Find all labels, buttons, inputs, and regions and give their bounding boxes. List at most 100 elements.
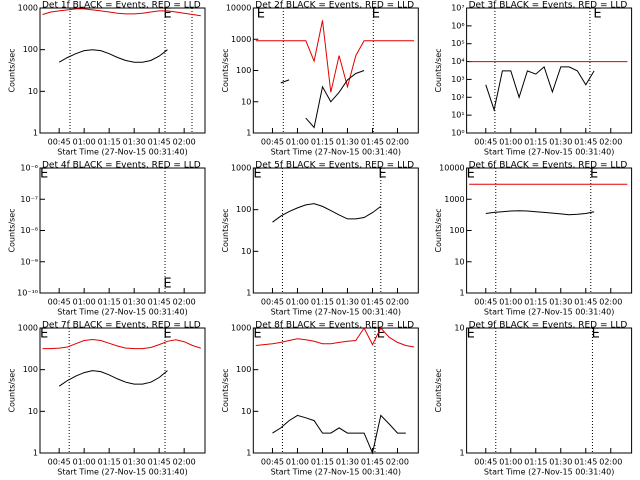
x-tick-label: 01:00	[499, 138, 522, 147]
x-tick-label: 00:45	[261, 138, 284, 147]
y-tick-label: 10²	[451, 93, 464, 102]
y-tick-label: 10⁻⁹	[20, 257, 38, 266]
plot-frame	[39, 327, 206, 454]
annotation: E	[253, 327, 261, 342]
y-tick-label: 10000	[439, 164, 464, 173]
x-axis-label: Start Time (27-Nov-15 00:31:40)	[271, 148, 401, 157]
y-tick-label: 10	[241, 407, 251, 416]
x-tick-label: 01:30	[123, 298, 146, 307]
x-tick-label: 01:15	[98, 458, 121, 467]
series-line	[42, 338, 201, 350]
y-tick-label: 10⁵	[451, 39, 464, 48]
y-axis-label: Counts/sec	[8, 48, 17, 92]
x-tick-label: 01:15	[524, 298, 547, 307]
annotation: E	[163, 327, 171, 342]
x-tick-label: 02:00	[173, 138, 196, 147]
annotation: E	[372, 7, 380, 22]
x-tick-label: 01:00	[286, 458, 309, 467]
y-tick-label: 1	[246, 289, 251, 298]
x-tick-label: 01:45	[574, 138, 597, 147]
x-tick-label: 01:00	[499, 458, 522, 467]
y-tick-label: 10000	[226, 4, 251, 13]
y-tick-label: 10	[454, 257, 464, 266]
x-axis-label: Start Time (27-Nov-15 00:31:40)	[57, 148, 187, 157]
series-line	[42, 8, 201, 17]
x-tick-label: 01:30	[123, 458, 146, 467]
x-tick-label: 02:00	[173, 458, 196, 467]
y-tick-label: 10⁶	[451, 21, 464, 30]
x-axis-label: Start Time (27-Nov-15 00:31:40)	[271, 468, 401, 477]
series-line	[255, 327, 415, 348]
x-tick-label: 01:45	[574, 458, 597, 467]
annotation: E	[467, 327, 475, 342]
annotation: E	[40, 167, 48, 182]
y-tick-label: 10⁻⁷	[20, 195, 38, 204]
chart-title: Det 8f BLACK = Events, RED = LLD	[255, 321, 414, 331]
chart-title: Det 5f BLACK = Events, RED = LLD	[255, 161, 414, 171]
y-axis-label: Counts/sec	[221, 368, 230, 412]
y-tick-label: 10⁴	[451, 57, 464, 66]
y-tick-label: 10⁻⁸	[20, 226, 38, 235]
y-tick-label: 1	[246, 449, 251, 458]
x-tick-label: 01:45	[361, 138, 384, 147]
y-tick-label: 1000	[231, 164, 251, 173]
x-tick-label: 01:15	[524, 458, 547, 467]
chart-title: Det 7f BLACK = Events, RED = LLD	[42, 321, 201, 331]
x-tick-label: 01:45	[361, 298, 384, 307]
y-tick-label: 1	[460, 449, 465, 458]
plot-frame	[466, 327, 633, 454]
y-tick-label: 100	[236, 66, 251, 75]
x-tick-label: 02:00	[173, 298, 196, 307]
x-tick-label: 02:00	[599, 298, 622, 307]
x-tick-label: 00:45	[474, 138, 497, 147]
plot-frame	[39, 7, 206, 134]
y-tick-label: 1000	[18, 324, 38, 333]
x-tick-label: 02:00	[386, 298, 409, 307]
series-line	[58, 370, 168, 387]
chart-title: Det 9f BLACK = Events, RED = LLD	[469, 321, 628, 331]
y-tick-label: 100	[23, 365, 38, 374]
annotation: E	[593, 7, 601, 22]
x-tick-label: 01:15	[311, 138, 334, 147]
annotation: E	[163, 7, 171, 22]
y-tick-label: 100	[236, 365, 251, 374]
x-axis-label: Start Time (27-Nov-15 00:31:40)	[57, 308, 187, 317]
x-tick-label: 01:00	[73, 458, 96, 467]
y-tick-label: 100	[449, 226, 464, 235]
annotation: E	[378, 167, 386, 182]
y-axis-label: Counts/sec	[221, 208, 230, 252]
y-axis-label: Counts/sec	[221, 48, 230, 92]
y-tick-label: 1000	[18, 4, 38, 13]
x-tick-label: 02:00	[599, 458, 622, 467]
y-tick-label: 1	[33, 129, 38, 138]
x-tick-label: 00:45	[48, 298, 71, 307]
y-tick-label: 10⁷	[451, 4, 464, 13]
x-tick-label: 01:45	[361, 458, 384, 467]
x-tick-label: 01:30	[336, 458, 359, 467]
x-tick-label: 01:15	[524, 138, 547, 147]
x-tick-label: 01:30	[123, 138, 146, 147]
y-tick-label: 1	[33, 449, 38, 458]
x-axis-label: Start Time (27-Nov-15 00:31:40)	[484, 468, 614, 477]
y-tick-label: 10³	[451, 75, 464, 84]
chart-title: Det 4f BLACK = Events, RED = LLD	[42, 161, 201, 171]
chart-title: Det 2f BLACK = Events, RED = LLD	[255, 1, 414, 11]
x-tick-label: 01:45	[148, 138, 171, 147]
y-tick-label: 100	[236, 205, 251, 214]
x-tick-label: 01:00	[286, 138, 309, 147]
x-tick-label: 01:15	[98, 138, 121, 147]
x-tick-label: 02:00	[386, 458, 409, 467]
x-tick-label: 01:30	[549, 138, 572, 147]
x-axis-label: Start Time (27-Nov-15 00:31:40)	[271, 308, 401, 317]
x-axis-label: Start Time (27-Nov-15 00:31:40)	[484, 308, 614, 317]
x-tick-label: 01:30	[549, 458, 572, 467]
x-tick-label: 00:45	[474, 458, 497, 467]
y-tick-label: 10⁰	[451, 129, 464, 138]
x-tick-label: 01:45	[148, 458, 171, 467]
y-axis-label: Counts/sec	[8, 208, 17, 252]
x-tick-label: 01:30	[336, 138, 359, 147]
annotation: E	[163, 277, 171, 292]
x-axis-label: Start Time (27-Nov-15 00:31:40)	[57, 468, 187, 477]
y-axis-label: Counts/sec	[434, 48, 443, 92]
